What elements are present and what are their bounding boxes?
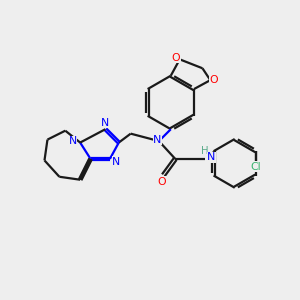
Text: N: N	[112, 157, 121, 167]
Text: N: N	[153, 135, 162, 145]
Text: N: N	[101, 118, 110, 128]
Text: Cl: Cl	[250, 162, 261, 172]
Text: N: N	[69, 136, 77, 146]
Text: O: O	[172, 53, 181, 63]
Text: O: O	[158, 177, 166, 187]
Text: N: N	[207, 152, 216, 162]
Text: O: O	[210, 75, 218, 85]
Text: H: H	[201, 146, 209, 156]
